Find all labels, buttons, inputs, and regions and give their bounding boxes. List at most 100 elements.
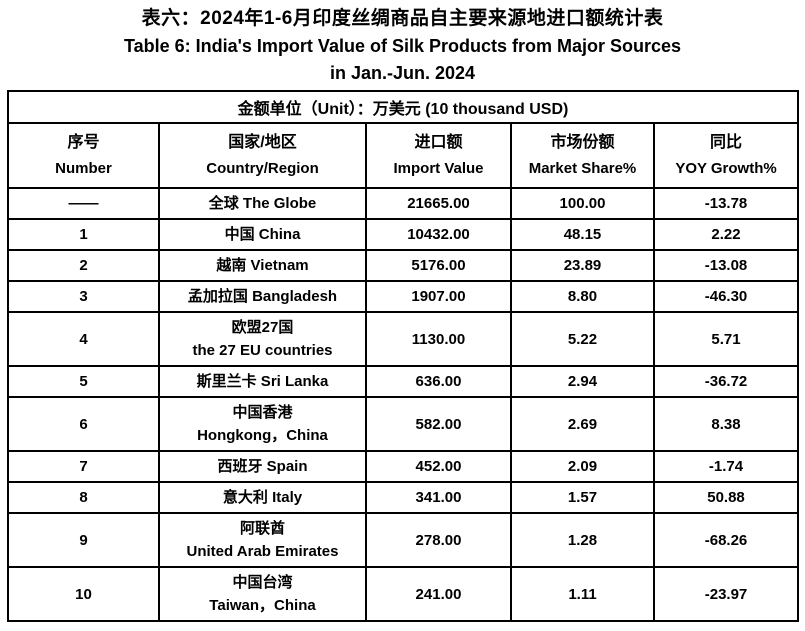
row-import-value: 21665.00 — [365, 187, 512, 220]
country-line1: 欧盟27国 — [231, 319, 294, 336]
country-line1: 阿联酋 — [239, 520, 285, 537]
table-row: —— 全球 The Globe 21665.00 100.00 -13.78 — [7, 187, 800, 220]
table-row: 3 孟加拉国 Bangladesh 1907.00 8.80 -46.30 — [7, 280, 800, 313]
country-line2: Taiwan，China — [209, 597, 316, 614]
country-line1: 斯里兰卡 Sri Lanka — [196, 373, 329, 390]
country-line2: United Arab Emirates — [186, 543, 339, 560]
row-country: 越南 Vietnam — [158, 249, 367, 282]
import-stats-table: 金额单位（Unit）：万美元 (10 thousand USD) 序号 Numb… — [6, 90, 800, 622]
row-import-value: 582.00 — [365, 396, 512, 452]
row-yoy-growth: -36.72 — [652, 365, 800, 398]
table-title-block: 表六：2024年1-6月印度丝绸商品自主要来源地进口额统计表 Table 6: … — [0, 0, 805, 87]
row-yoy-growth: -23.97 — [652, 566, 800, 622]
country-line1: 意大利 Italy — [222, 489, 303, 506]
country-line1: 孟加拉国 Bangladesh — [187, 288, 338, 305]
title-line-chinese: 表六：2024年1-6月印度丝绸商品自主要来源地进口额统计表 — [141, 8, 664, 29]
column-header-number: 序号 Number — [7, 122, 160, 189]
row-country: 全球 The Globe — [158, 187, 367, 220]
header-import-value-en: Import Value — [393, 159, 484, 177]
table-row: 8 意大利 Italy 341.00 1.57 50.88 — [7, 481, 800, 514]
country-line1: 越南 Vietnam — [216, 257, 309, 274]
row-number: 10 — [7, 566, 160, 622]
row-market-share: 2.09 — [510, 450, 655, 483]
unit-note: 金额单位（Unit）：万美元 (10 thousand USD) — [6, 90, 800, 124]
row-number: 3 — [7, 280, 160, 313]
header-market-share-en: Market Share% — [528, 159, 637, 177]
header-country-zh: 国家/地区 — [228, 133, 297, 151]
row-country: 孟加拉国 Bangladesh — [158, 280, 367, 313]
row-yoy-growth: 2.22 — [652, 218, 800, 251]
row-market-share: 48.15 — [510, 218, 655, 251]
row-import-value: 1907.00 — [365, 280, 512, 313]
country-line2: the 27 EU countries — [192, 342, 333, 359]
row-yoy-growth: -46.30 — [652, 280, 800, 313]
table-row: 7 西班牙 Spain 452.00 2.09 -1.74 — [7, 450, 800, 483]
table-row: 1 中国 China 10432.00 48.15 2.22 — [7, 218, 800, 251]
row-market-share: 5.22 — [510, 311, 655, 367]
column-header-market-share: 市场份额 Market Share% — [510, 122, 655, 189]
column-header-country: 国家/地区 Country/Region — [158, 122, 367, 189]
row-yoy-growth: 8.38 — [652, 396, 800, 452]
row-number: 5 — [7, 365, 160, 398]
table-body: —— 全球 The Globe 21665.00 100.00 -13.78 1 中国 Ch… — [7, 187, 800, 622]
title-line-date: in Jan.-Jun. 2024 — [329, 63, 476, 83]
row-country: 意大利 Italy — [158, 481, 367, 514]
row-number: 4 — [7, 311, 160, 367]
row-number: 7 — [7, 450, 160, 483]
row-import-value: 5176.00 — [365, 249, 512, 282]
header-number-zh: 序号 — [67, 133, 100, 151]
row-import-value: 636.00 — [365, 365, 512, 398]
row-market-share: 23.89 — [510, 249, 655, 282]
country-line1: 中国 China — [224, 226, 301, 243]
row-import-value: 1130.00 — [365, 311, 512, 367]
row-country: 中国台湾 Taiwan，China — [158, 566, 367, 622]
table-row: 5 斯里兰卡 Sri Lanka 636.00 2.94 -36.72 — [7, 365, 800, 398]
country-line2: Hongkong，China — [197, 427, 328, 444]
row-market-share: 1.28 — [510, 512, 655, 568]
header-yoy-growth-en: YOY Growth% — [675, 159, 777, 177]
table-row: 6 中国香港 Hongkong，China 582.00 2.69 8.38 — [7, 396, 800, 452]
row-market-share: 1.11 — [510, 566, 655, 622]
header-row: 序号 Number 国家/地区 Country/Region 进口额 Impor… — [7, 122, 800, 189]
row-yoy-growth: -1.74 — [652, 450, 800, 483]
row-yoy-growth: 50.88 — [652, 481, 800, 514]
row-import-value: 10432.00 — [365, 218, 512, 251]
row-country: 斯里兰卡 Sri Lanka — [158, 365, 367, 398]
row-number: 9 — [7, 512, 160, 568]
row-number: 1 — [7, 218, 160, 251]
table-row: 9 阿联酋 United Arab Emirates 278.00 1.28 -68.26 — [7, 512, 800, 568]
country-line1: 中国香港 — [232, 404, 293, 421]
row-import-value: 241.00 — [365, 566, 512, 622]
row-market-share: 2.69 — [510, 396, 655, 452]
row-country: 西班牙 Spain — [158, 450, 367, 483]
unit-row: 金额单位（Unit）：万美元 (10 thousand USD) — [6, 90, 800, 124]
row-market-share: 2.94 — [510, 365, 655, 398]
header-yoy-growth-zh: 同比 — [710, 133, 743, 151]
header-market-share-zh: 市场份额 — [550, 133, 615, 151]
header-number-en: Number — [55, 159, 112, 177]
title-line-english: Table 6: India's Import Value of Silk Pr… — [123, 36, 682, 56]
country-line1: 西班牙 Spain — [217, 458, 308, 475]
row-number: 8 — [7, 481, 160, 514]
row-number: 2 — [7, 249, 160, 282]
row-country: 中国香港 Hongkong，China — [158, 396, 367, 452]
row-market-share: 8.80 — [510, 280, 655, 313]
country-line1: 中国台湾 — [232, 574, 293, 591]
row-import-value: 341.00 — [365, 481, 512, 514]
header-country-en: Country/Region — [206, 159, 319, 177]
table-row: 4 欧盟27国 the 27 EU countries 1130.00 5.22 5.71 — [7, 311, 800, 367]
table-row: 10 中国台湾 Taiwan，China 241.00 1.11 -23.97 — [7, 566, 800, 622]
header-import-value-zh: 进口额 — [414, 133, 463, 151]
row-country: 中国 China — [158, 218, 367, 251]
row-country: 欧盟27国 the 27 EU countries — [158, 311, 367, 367]
column-header-yoy-growth: 同比 YOY Growth% — [652, 122, 800, 189]
row-number: 6 — [7, 396, 160, 452]
row-yoy-growth: -68.26 — [652, 512, 800, 568]
row-market-share: 100.00 — [510, 187, 655, 220]
table-row: 2 越南 Vietnam 5176.00 23.89 -13.08 — [7, 249, 800, 282]
row-yoy-growth: -13.08 — [652, 249, 800, 282]
row-yoy-growth: 5.71 — [652, 311, 800, 367]
row-yoy-growth: -13.78 — [652, 187, 800, 220]
row-import-value: 278.00 — [365, 512, 512, 568]
